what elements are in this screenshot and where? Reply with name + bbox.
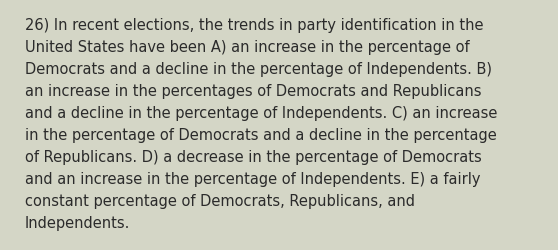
Text: Independents.: Independents. (25, 216, 131, 230)
Text: constant percentage of Democrats, Republicans, and: constant percentage of Democrats, Republ… (25, 194, 415, 208)
Text: in the percentage of Democrats and a decline in the percentage: in the percentage of Democrats and a dec… (25, 128, 497, 142)
Text: and a decline in the percentage of Independents. C) an increase: and a decline in the percentage of Indep… (25, 106, 498, 120)
Text: Democrats and a decline in the percentage of Independents. B): Democrats and a decline in the percentag… (25, 62, 492, 76)
Text: 26) In recent elections, the trends in party identification in the: 26) In recent elections, the trends in p… (25, 18, 484, 32)
Text: United States have been A) an increase in the percentage of: United States have been A) an increase i… (25, 40, 470, 54)
Text: an increase in the percentages of Democrats and Republicans: an increase in the percentages of Democr… (25, 84, 482, 98)
Text: and an increase in the percentage of Independents. E) a fairly: and an increase in the percentage of Ind… (25, 172, 480, 186)
Text: of Republicans. D) a decrease in the percentage of Democrats: of Republicans. D) a decrease in the per… (25, 150, 482, 164)
